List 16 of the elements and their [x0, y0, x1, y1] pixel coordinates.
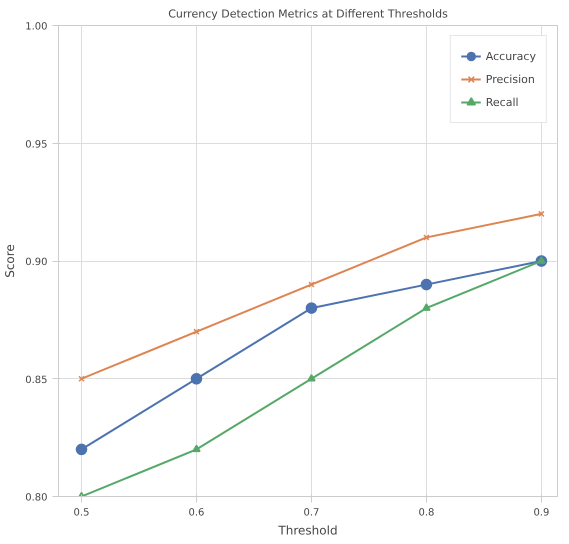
legend-label: Precision: [486, 72, 535, 86]
y-tick-label: 0.80: [25, 492, 48, 504]
y-axis-title: Score: [3, 244, 18, 278]
y-tick-label: 0.90: [25, 257, 48, 268]
y-tick-label: 0.85: [25, 374, 48, 386]
x-tick-label: 0.8: [418, 508, 434, 518]
chart-title: Currency Detection Metrics at Different Thresholds: [168, 8, 448, 20]
legend-label: Accuracy: [486, 50, 536, 62]
x-tick-label: 0.6: [188, 508, 204, 518]
legend-label: Recall: [486, 96, 519, 108]
x-axis-title: Threshold: [277, 524, 338, 538]
x-tick-label: 0.5: [74, 508, 90, 518]
x-tick-label: 0.9: [533, 508, 550, 518]
y-tick-label: 1.00: [25, 22, 48, 32]
y-tick-label: 0.95: [25, 139, 48, 150]
x-tick-label: 0.7: [304, 508, 320, 518]
